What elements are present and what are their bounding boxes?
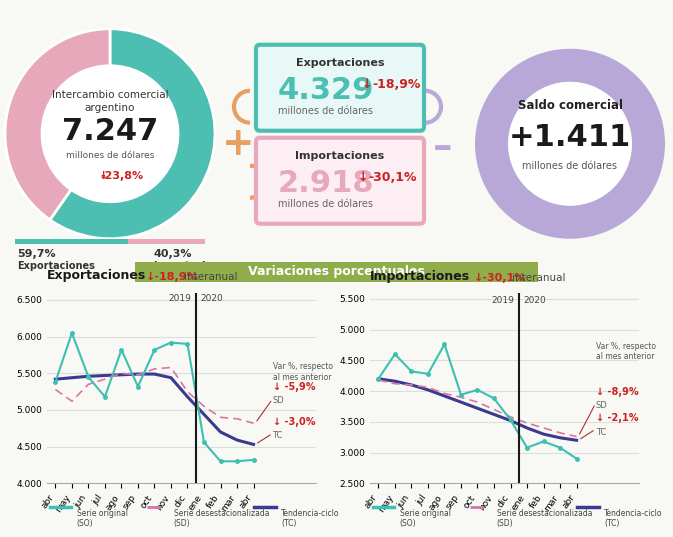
- Text: Tendencia-ciclo
(TC): Tendencia-ciclo (TC): [604, 509, 663, 528]
- Text: Importaciones: Importaciones: [295, 151, 385, 161]
- Text: -30,1%: -30,1%: [368, 171, 417, 184]
- Text: ↓ -3,0%: ↓ -3,0%: [273, 417, 315, 427]
- Text: ↓ -8,9%: ↓ -8,9%: [596, 387, 638, 397]
- Text: –: –: [433, 128, 453, 166]
- Wedge shape: [475, 49, 665, 239]
- Text: millones de dólares: millones de dólares: [278, 106, 373, 116]
- Text: -23,8%: -23,8%: [100, 171, 143, 181]
- Text: millones de dólares: millones de dólares: [278, 199, 373, 209]
- Text: Serie original
(SO): Serie original (SO): [400, 509, 451, 528]
- Text: interanual: interanual: [184, 272, 238, 282]
- Text: 2020: 2020: [201, 294, 223, 303]
- Text: Tendencia-ciclo
(TC): Tendencia-ciclo (TC): [281, 509, 340, 528]
- Wedge shape: [5, 29, 110, 220]
- Text: 2.918: 2.918: [278, 169, 375, 198]
- Text: Var %, respecto
al mes anterior: Var %, respecto al mes anterior: [596, 342, 656, 361]
- Text: SD: SD: [596, 401, 607, 410]
- Text: millones de dólares: millones de dólares: [66, 151, 154, 160]
- Text: Exportaciones: Exportaciones: [17, 261, 95, 271]
- Text: millones de dólares: millones de dólares: [522, 161, 618, 171]
- Text: ↓: ↓: [358, 171, 369, 184]
- FancyBboxPatch shape: [114, 260, 559, 283]
- Text: ↓-18,9%: ↓-18,9%: [146, 272, 199, 282]
- Bar: [15, 239, 129, 244]
- Text: 2020: 2020: [524, 296, 546, 304]
- Text: ↓ -5,9%: ↓ -5,9%: [273, 382, 315, 391]
- Circle shape: [43, 67, 177, 201]
- Text: Serie original
(SO): Serie original (SO): [77, 509, 128, 528]
- Text: 59,7%: 59,7%: [17, 249, 56, 259]
- Text: Exportaciones: Exportaciones: [47, 268, 146, 282]
- FancyBboxPatch shape: [256, 138, 424, 224]
- Text: Exportaciones: Exportaciones: [295, 58, 384, 68]
- Text: ↓: ↓: [362, 78, 372, 91]
- Text: -18,9%: -18,9%: [372, 78, 421, 91]
- Text: SD: SD: [273, 396, 284, 405]
- Wedge shape: [50, 29, 215, 239]
- Text: Variaciones porcentuales: Variaciones porcentuales: [248, 265, 425, 278]
- Text: Serie desestacionalizada
(SD): Serie desestacionalizada (SD): [497, 509, 592, 528]
- Text: 40,3%: 40,3%: [153, 249, 192, 259]
- FancyBboxPatch shape: [256, 45, 424, 130]
- Text: Saldo comercial: Saldo comercial: [518, 99, 623, 112]
- Text: interanual: interanual: [512, 273, 566, 284]
- Text: Intercambio comercial
argentino: Intercambio comercial argentino: [52, 90, 168, 113]
- Text: 7.247: 7.247: [62, 117, 158, 146]
- Circle shape: [509, 83, 631, 205]
- Text: Importaciones: Importaciones: [370, 271, 470, 284]
- Text: +1.411: +1.411: [509, 124, 631, 153]
- Text: 2019: 2019: [491, 296, 513, 304]
- Text: ↓-30,1%: ↓-30,1%: [474, 273, 526, 284]
- Text: +: +: [221, 125, 254, 163]
- Text: ↓: ↓: [100, 171, 108, 181]
- Bar: [129, 239, 205, 244]
- Text: 2019: 2019: [168, 294, 190, 303]
- Text: Serie desestacionalizada
(SD): Serie desestacionalizada (SD): [174, 509, 269, 528]
- Text: Importaciones: Importaciones: [153, 261, 232, 271]
- Text: Var %, respecto
al mes anterior: Var %, respecto al mes anterior: [273, 362, 333, 382]
- Text: ↓ -2,1%: ↓ -2,1%: [596, 413, 638, 423]
- Text: TC: TC: [273, 431, 283, 440]
- Text: TC: TC: [596, 429, 606, 437]
- Text: 4.329: 4.329: [278, 76, 374, 105]
